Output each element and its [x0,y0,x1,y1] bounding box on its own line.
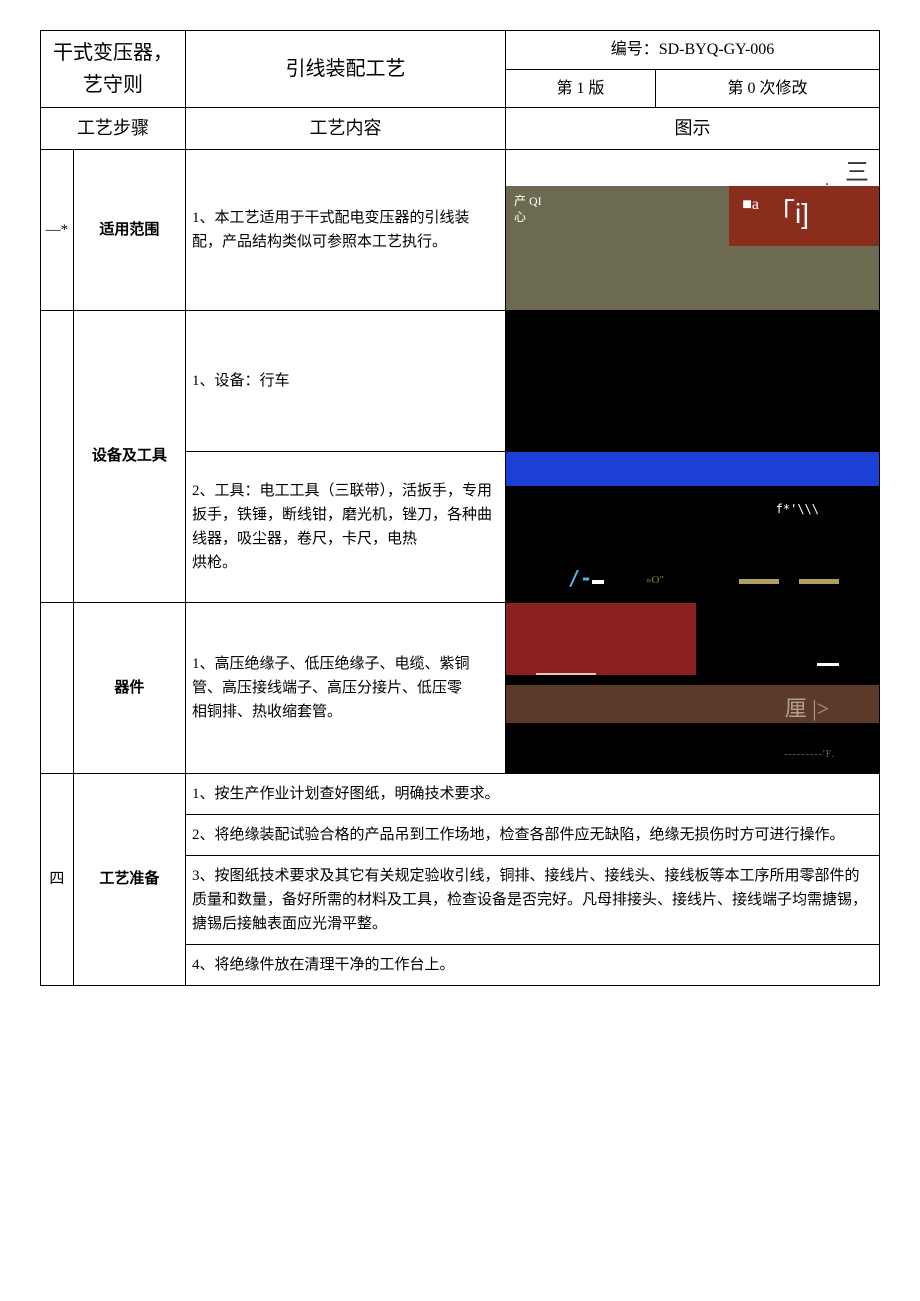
r2-content-b: 2、工具：电工工具（三联带），活扳手，专用扳手，铁锤，断线钳，磨光机，锉刀，各种… [186,451,506,602]
img2-slash: /- [568,562,592,594]
r4-c2: 2、将绝缘装配试验合格的产品吊到工作场地，检查各部件应无缺陷，绝缘无损伤时方可进… [186,814,880,855]
doc-version: 第 1 版 [506,69,656,108]
img1-xin: 心 [514,208,526,227]
r4-c4: 4、将绝缘件放在清理干净的工作台上。 [186,944,880,985]
img1-a: ■a [742,192,759,218]
r3-name: 器件 [73,602,185,773]
r1-image: . 三 产 QI 心 ■a 「i] [506,149,880,310]
r3-image: 厘 |> ---------'F. [506,602,880,773]
r2-image-a [506,310,880,451]
r2-image-b: f*'\\\ /- »O" [506,451,880,602]
img1-bracket: 「i] [767,192,809,237]
code-label: 编号： [611,41,659,58]
r4-no: 四 [41,773,74,985]
r2-name: 设备及工具 [73,310,185,602]
r3-content-b: 相铜排、热收缩套管。 [192,704,342,720]
r3-no [41,602,74,773]
doc-main-title: 引线装配工艺 [186,31,506,108]
col-step: 工艺步骤 [41,108,186,150]
img3-xia: 厘 |> [785,691,829,726]
r1-no: —* [41,149,74,310]
r1-name: 适用范围 [73,149,185,310]
col-illustration: 图示 [506,108,880,150]
r4-c1: 1、按生产作业计划查好图纸，明确技术要求。 [186,773,880,814]
r1-content: 1、本工艺适用于干式配电变压器的引线装配，产品结构类似可参照本工艺执行。 [186,149,506,310]
doc-code: 编号：SD-BYQ-GY-006 [506,31,880,70]
r2-content-b1: 2、工具：电工工具（三联带），活扳手，专用扳手，铁锤，断线钳，磨光机，锉刀，各种… [192,483,492,547]
r3-content: 1、高压绝缘子、低压绝缘子、电缆、紫铜管、高压接线端子、高压分接片、低压零 相铜… [186,602,506,773]
r3-content-a: 1、高压绝缘子、低压绝缘子、电缆、紫铜管、高压接线端子、高压分接片、低压零 [192,656,470,696]
r4-c3: 3、按图纸技术要求及其它有关规定验收引线，铜排、接线片、接线头、接线板等本工序所… [186,855,880,944]
img2-fstar: f*'\\\ [776,500,819,519]
doc-type-title: 干式变压器，艺守则 [41,31,186,108]
img2-o: »O" [646,572,664,590]
r4-name: 工艺准备 [73,773,185,985]
process-table: 干式变压器，艺守则 引线装配工艺 编号：SD-BYQ-GY-006 第 1 版 … [40,30,880,986]
r2-content-a: 1、设备：行车 [186,310,506,451]
img3-dash: ---------'F. [784,747,835,763]
col-content: 工艺内容 [186,108,506,150]
doc-revision: 第 0 次修改 [655,69,879,108]
r2-content-b2: 烘枪。 [192,555,237,571]
r2-no [41,310,74,602]
code-value: SD-BYQ-GY-006 [659,41,775,58]
